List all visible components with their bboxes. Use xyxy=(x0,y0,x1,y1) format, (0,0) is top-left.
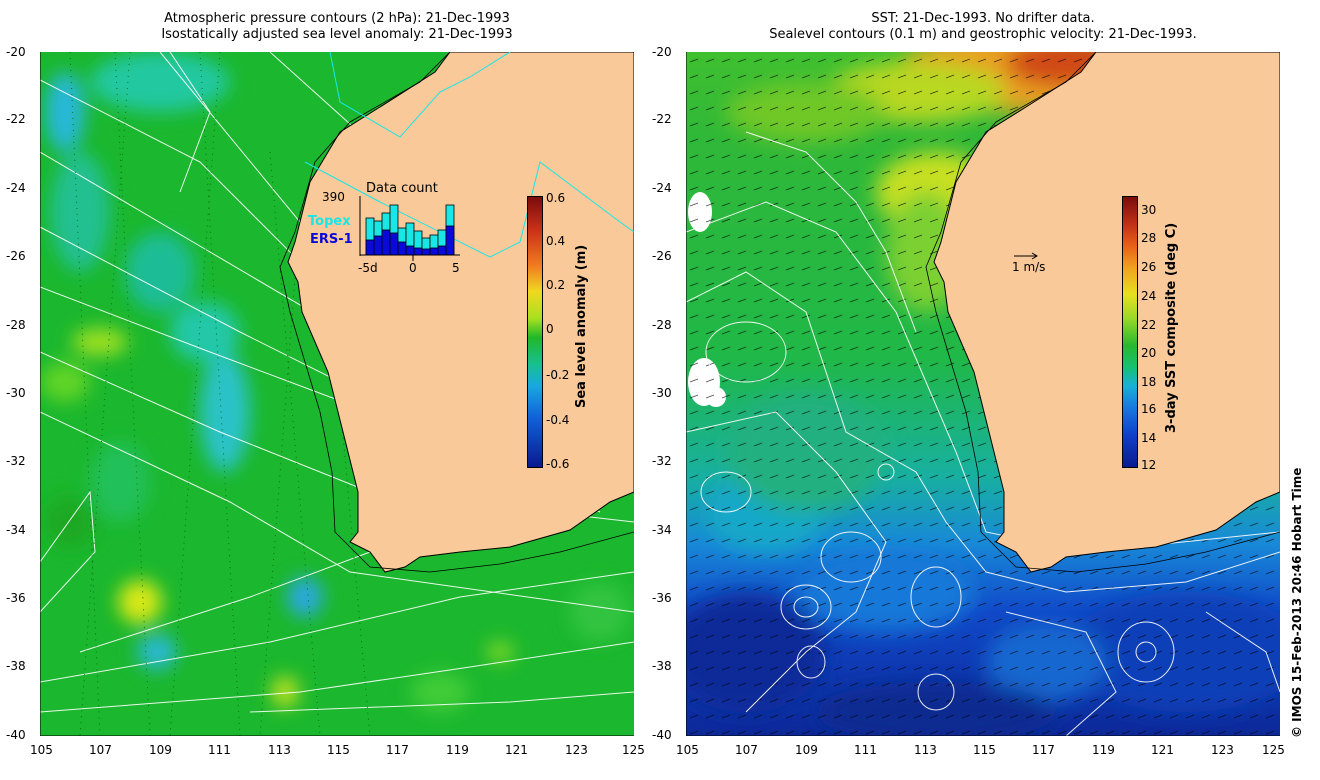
right-title-line1: SST: 21-Dec-1993. No drifter data. xyxy=(871,11,1095,26)
left-cb-tick-4: -0.2 xyxy=(546,368,570,382)
right-lat-tick: -36 xyxy=(652,591,672,605)
left-colorbar-label: Sea level anomaly (m) xyxy=(574,244,589,408)
right-lon-tick: 123 xyxy=(1211,743,1234,757)
left-lon-tick: 121 xyxy=(505,743,528,757)
right-title-line2: Sealevel contours (0.1 m) and geostrophi… xyxy=(769,27,1197,42)
left-lat-tick: -24 xyxy=(6,181,26,195)
legend-topex: Topex xyxy=(308,214,351,229)
right-map xyxy=(686,52,1280,736)
right-lon-tick: 117 xyxy=(1032,743,1055,757)
right-colorbar-label: 3-day SST composite (deg C) xyxy=(1164,222,1179,433)
left-lon-tick: 109 xyxy=(149,743,172,757)
right-lon-tick: 111 xyxy=(854,743,877,757)
left-lon-tick: 115 xyxy=(327,743,350,757)
left-lat-tick: -22 xyxy=(6,112,26,126)
right-colorbar xyxy=(1122,196,1138,468)
right-cb-tick-22: 22 xyxy=(1141,318,1157,332)
left-lat-tick: -28 xyxy=(6,318,26,332)
right-cb-tick-26: 26 xyxy=(1141,260,1157,274)
right-lon-tick: 109 xyxy=(795,743,818,757)
left-lon-tick: 117 xyxy=(386,743,409,757)
left-map xyxy=(40,52,634,736)
data-count-histogram xyxy=(359,196,460,261)
left-lat-tick: -26 xyxy=(6,249,26,263)
right-lat-tick: -30 xyxy=(652,386,672,400)
left-map-panel xyxy=(40,52,634,736)
left-cb-tick-1: 0.4 xyxy=(546,234,566,248)
left-lat-tick: -30 xyxy=(6,386,26,400)
shelf-isobath-right xyxy=(925,52,1280,573)
left-cb-tick-6: -0.6 xyxy=(546,457,570,471)
right-cb-tick-20: 20 xyxy=(1141,346,1157,360)
right-cb-tick-24: 24 xyxy=(1141,289,1157,303)
australia-landmass-right xyxy=(933,52,1280,573)
left-lat-tick: -20 xyxy=(6,45,26,59)
right-lat-tick: -40 xyxy=(652,728,672,742)
right-cb-tick-30: 30 xyxy=(1141,203,1157,217)
left-lon-tick: 113 xyxy=(268,743,291,757)
imos-credit: © IMOS 15-Feb-2013 20:46 Hobart Time xyxy=(1290,467,1304,738)
left-lon-tick: 105 xyxy=(30,743,53,757)
inset-tick-0: 0 xyxy=(409,261,417,275)
right-lat-tick: -28 xyxy=(652,318,672,332)
sea-level-anomaly-field xyxy=(40,52,630,712)
ground-tracks xyxy=(304,52,634,258)
right-lon-tick: 107 xyxy=(735,743,758,757)
right-cb-tick-18: 18 xyxy=(1141,375,1157,389)
left-lon-tick: 123 xyxy=(565,743,588,757)
data-count-inset: 390 Data count Topex ERS-1 -5d 0 5 xyxy=(300,176,470,286)
right-lat-tick: -32 xyxy=(652,454,672,468)
right-lat-tick: -26 xyxy=(652,249,672,263)
right-map-panel xyxy=(686,52,1280,736)
right-lat-tick: -20 xyxy=(652,45,672,59)
left-cb-tick-0: 0.6 xyxy=(546,191,566,205)
right-lon-tick: 113 xyxy=(914,743,937,757)
left-lat-tick: -36 xyxy=(6,591,26,605)
satellite-tracks xyxy=(69,52,371,736)
shelf-isobath xyxy=(279,52,634,573)
right-cb-tick-28: 28 xyxy=(1141,231,1157,245)
sealevel-contours xyxy=(686,131,1280,736)
left-lat-tick: -32 xyxy=(6,454,26,468)
left-lat-tick: -38 xyxy=(6,659,26,673)
velocity-scale-label: 1 m/s xyxy=(1012,260,1046,274)
left-title-line2: Isostatically adjusted sea level anomaly… xyxy=(161,27,513,42)
inset-max-count: 390 xyxy=(322,190,345,204)
right-lat-tick: -34 xyxy=(652,523,672,537)
right-lon-tick: 105 xyxy=(676,743,699,757)
left-lon-tick: 125 xyxy=(622,743,645,757)
left-lat-tick: -34 xyxy=(6,523,26,537)
right-lat-tick: -22 xyxy=(652,112,672,126)
right-lat-tick: -38 xyxy=(652,659,672,673)
right-lat-tick: -24 xyxy=(652,181,672,195)
right-cb-tick-16: 16 xyxy=(1141,402,1157,416)
right-cb-tick-12: 12 xyxy=(1141,458,1157,472)
inset-title: Data count xyxy=(366,181,438,196)
left-title-line1: Atmospheric pressure contours (2 hPa): 2… xyxy=(164,11,510,26)
left-colorbar xyxy=(527,196,543,468)
left-cb-tick-3: 0 xyxy=(546,322,554,336)
velocity-scale-arrowhead xyxy=(1031,252,1038,260)
right-lon-tick: 115 xyxy=(973,743,996,757)
right-lon-tick: 121 xyxy=(1151,743,1174,757)
inset-tick-m5: -5d xyxy=(358,261,378,275)
legend-ers1: ERS-1 xyxy=(310,232,353,247)
left-lon-tick: 107 xyxy=(89,743,112,757)
australia-landmass xyxy=(287,52,634,573)
left-lat-tick: -40 xyxy=(6,728,26,742)
left-lon-tick: 119 xyxy=(446,743,469,757)
right-lon-tick: 125 xyxy=(1262,743,1285,757)
left-cb-tick-5: -0.4 xyxy=(546,413,570,427)
right-cb-tick-14: 14 xyxy=(1141,431,1157,445)
left-lon-tick: 111 xyxy=(208,743,231,757)
right-lon-tick: 119 xyxy=(1092,743,1115,757)
left-cb-tick-2: 0.2 xyxy=(546,278,566,292)
inset-tick-5: 5 xyxy=(452,261,460,275)
